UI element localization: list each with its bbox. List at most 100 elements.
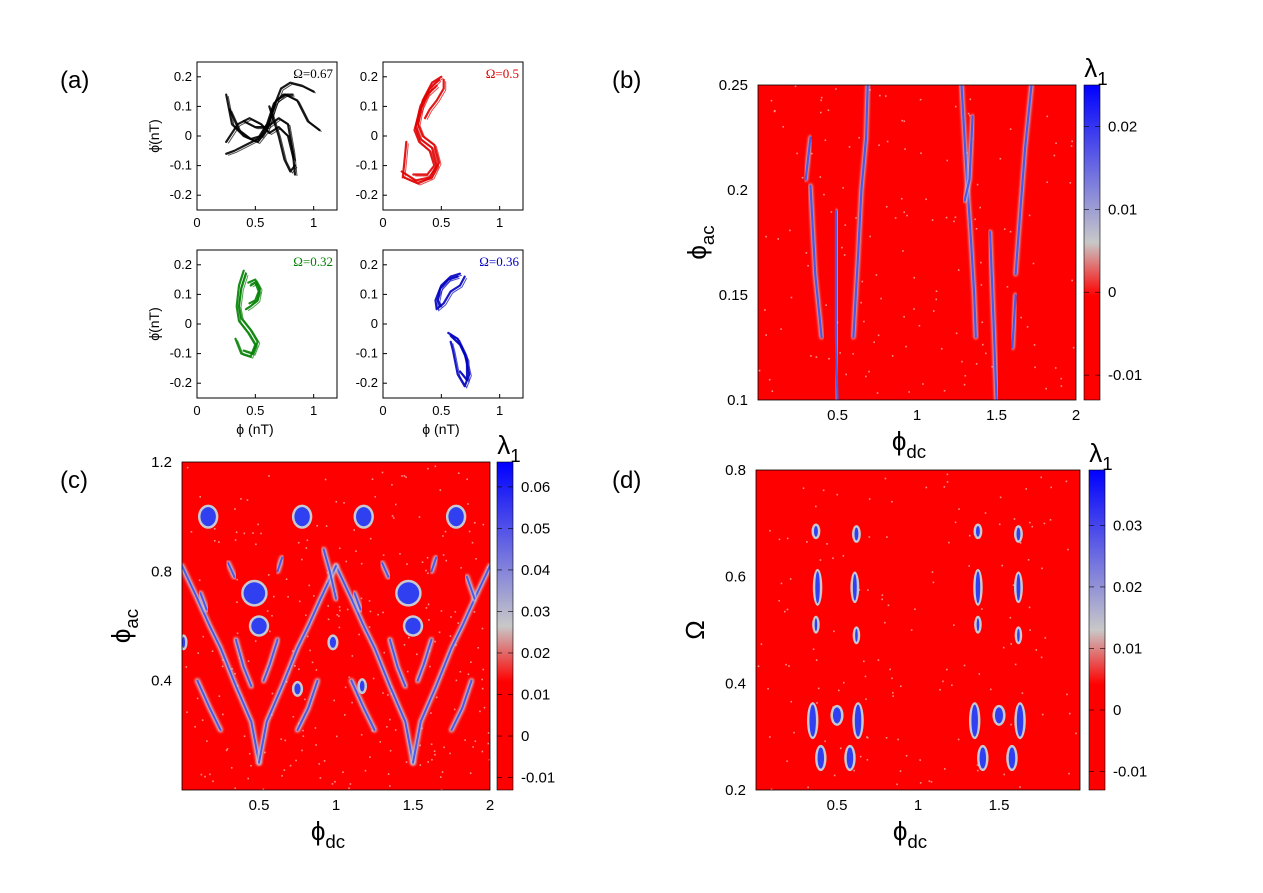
speckle: [281, 775, 283, 777]
attractor-strand: [436, 275, 459, 308]
speckle: [845, 373, 847, 376]
speckle: [406, 670, 409, 673]
attractor-strand: [401, 140, 408, 179]
speckle: [305, 547, 308, 549]
speckle: [334, 780, 336, 783]
speckle: [1009, 230, 1012, 233]
svg-text:λ1: λ1: [1089, 438, 1112, 474]
speckle: [383, 651, 386, 654]
speckle: [1065, 480, 1068, 483]
speckle: [467, 673, 470, 676]
speckle: [360, 733, 363, 736]
ridge-core: [227, 562, 236, 578]
ridge-core: [834, 209, 839, 400]
speckle: [1025, 488, 1028, 490]
x-axis-label: ϕdc: [311, 816, 345, 852]
speckle: [226, 748, 229, 750]
speckle: [351, 701, 353, 704]
speckle: [1010, 643, 1012, 645]
speckle: [1028, 606, 1031, 609]
y-tick-label: -0.2: [170, 187, 192, 202]
speckle: [379, 741, 382, 743]
speckle: [464, 739, 466, 741]
x-tick-label: 0.5: [249, 797, 270, 814]
speckle: [433, 750, 436, 752]
ridge-core: [963, 115, 974, 202]
speckle: [902, 250, 904, 252]
attractor-strand: [245, 119, 298, 177]
colorbar-tick-label: -0.01: [1108, 367, 1142, 384]
speckle: [482, 668, 485, 671]
speckle: [474, 740, 477, 743]
speckle: [771, 390, 774, 393]
panel-label-a: (a): [60, 67, 89, 94]
ridge-core: [1014, 85, 1033, 276]
speckle: [487, 732, 490, 734]
y-tick-label: 0.25: [719, 77, 748, 94]
svg-text:(b): (b): [612, 67, 641, 94]
speckle: [839, 352, 841, 354]
speckle: [483, 706, 486, 709]
speckle: [999, 157, 1002, 160]
speckle: [338, 626, 341, 629]
speckle: [979, 206, 981, 209]
speckle: [338, 547, 341, 550]
speckle: [481, 627, 484, 630]
speckle: [335, 500, 338, 503]
speckle: [767, 687, 769, 690]
speckle: [287, 596, 289, 598]
speckle: [455, 679, 458, 682]
speckle: [1027, 559, 1030, 561]
chaotic-region: [809, 704, 816, 737]
speckle: [935, 298, 938, 301]
speckle: [796, 152, 798, 155]
speckle: [790, 700, 793, 703]
speckle: [283, 769, 286, 771]
chaotic-region: [994, 707, 1004, 724]
colorbar-tick-label: -0.01: [1113, 764, 1147, 781]
plot-frame: [755, 469, 1081, 791]
speckle: [292, 650, 294, 652]
speckle: [900, 197, 903, 200]
colorbar-tick-label: 0.02: [1113, 579, 1142, 596]
speckle: [246, 499, 249, 501]
speckle: [1060, 385, 1063, 387]
speckle: [315, 744, 317, 746]
x-tick-label: 0.5: [246, 403, 264, 418]
speckle: [460, 567, 462, 569]
speckle: [819, 176, 822, 178]
speckle: [905, 754, 908, 757]
speckle: [254, 640, 257, 642]
x-tick-label: 0: [379, 215, 386, 230]
speckle: [954, 105, 957, 108]
speckle: [1003, 773, 1006, 776]
svg-text:λ1: λ1: [497, 430, 520, 466]
speckle: [877, 659, 880, 661]
speckle: [190, 530, 193, 533]
speckle: [1046, 115, 1049, 118]
speckle: [782, 125, 785, 128]
speckle: [868, 370, 870, 373]
speckle: [989, 688, 992, 691]
attractor-strand: [237, 272, 259, 355]
speckle: [1040, 656, 1043, 659]
speckle: [980, 284, 983, 286]
speckle: [427, 467, 429, 470]
speckle: [784, 610, 786, 613]
y-axis-label: ϕac: [106, 609, 142, 643]
speckle: [1066, 693, 1068, 696]
attractor-strand: [244, 278, 262, 311]
speckle: [430, 743, 433, 746]
speckle: [386, 725, 388, 728]
speckle: [788, 665, 790, 667]
attractor-strand: [231, 95, 322, 142]
speckle: [280, 738, 283, 740]
y-tick-label: -0.2: [170, 375, 192, 390]
speckle: [243, 735, 246, 738]
speckle: [301, 749, 303, 752]
x-tick-label: 1: [310, 215, 317, 230]
speckle: [1067, 548, 1069, 551]
speckle: [964, 374, 967, 377]
speckle: [262, 788, 265, 790]
